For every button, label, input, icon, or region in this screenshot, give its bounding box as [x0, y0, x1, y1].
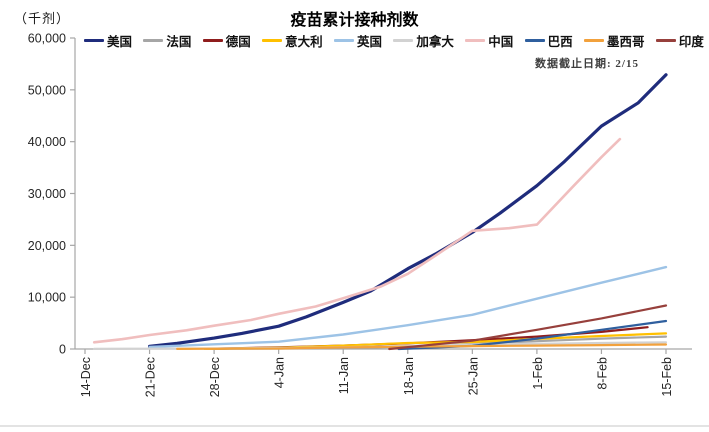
x-tick-label: 25-Jan — [466, 357, 480, 395]
legend-label: 美国 — [107, 35, 133, 49]
legend-line-swatch — [334, 39, 354, 42]
legend-label: 中国 — [488, 35, 514, 49]
legend-line-swatch — [393, 39, 414, 42]
legend-item: 加拿大 — [393, 31, 454, 50]
legend-label: 法国 — [166, 35, 192, 49]
y-tick-label: 50,000 — [28, 83, 66, 97]
legend-line-swatch — [143, 39, 164, 42]
legend-item: 印度 — [655, 31, 704, 50]
legend-line-swatch — [202, 39, 223, 42]
x-tick-label: 4-Jan — [273, 357, 287, 388]
x-tick-label: 15-Feb — [660, 357, 674, 397]
legend-label: 巴西 — [547, 35, 573, 49]
legend-line-swatch — [584, 39, 604, 42]
series-line-印度 — [388, 304, 668, 351]
legend-label: 英国 — [357, 35, 383, 49]
chart-title: 疫苗累计接种剂数 — [290, 12, 419, 29]
y-tick-label: 10,000 — [28, 291, 66, 305]
series-line-中国 — [92, 137, 622, 344]
y-tick-label: 30,000 — [28, 187, 66, 201]
x-tick-label: 1-Feb — [531, 357, 545, 390]
legend-line-swatch — [262, 39, 283, 42]
legend-item: 中国 — [465, 31, 513, 50]
x-tick-label: 18-Jan — [402, 357, 416, 395]
legend-item: 美国 — [84, 31, 132, 50]
legend-label: 墨西哥 — [607, 35, 645, 49]
legend-label: 印度 — [678, 35, 704, 49]
legend-line-swatch — [84, 39, 104, 42]
legend-item: 德国 — [202, 31, 251, 50]
series-line-英国 — [148, 265, 668, 349]
y-tick-label: 40,000 — [28, 135, 66, 149]
footer-divider — [0, 425, 709, 427]
data-cutoff-note: 数据截止日期: 2/15 — [535, 58, 639, 70]
legend-item: 法国 — [143, 31, 191, 50]
x-tick-label: 28-Dec — [208, 357, 222, 397]
legend-line-swatch — [524, 39, 545, 42]
legend-line-swatch — [465, 39, 486, 42]
x-tick-label: 14-Dec — [79, 357, 93, 397]
legend-item: 墨西哥 — [584, 31, 645, 50]
series-line-美国 — [148, 73, 668, 348]
legend-label: 加拿大 — [416, 35, 454, 49]
y-tick-label: 0 — [59, 343, 66, 357]
x-tick-label: 21-Dec — [144, 357, 158, 397]
legend-item: 意大利 — [262, 31, 323, 50]
y-axis-unit-label: （千剂） — [14, 11, 71, 26]
y-tick-label: 20,000 — [28, 239, 66, 253]
x-tick-label: 11-Jan — [337, 357, 351, 394]
x-tick-label: 8-Feb — [595, 357, 609, 390]
legend-label: 意大利 — [285, 35, 323, 49]
y-tick-label: 60,000 — [28, 32, 66, 46]
legend-item: 英国 — [334, 31, 382, 50]
legend-item: 巴西 — [524, 31, 573, 50]
chart-legend: 美国 法国 德国 意大利 英国 加拿大 中国 巴西 墨西哥 印度 — [84, 31, 704, 50]
legend-label: 德国 — [225, 35, 251, 49]
legend-line-swatch — [655, 39, 676, 42]
